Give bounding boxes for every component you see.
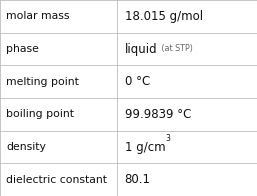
Text: 18.015 g/mol: 18.015 g/mol [125, 10, 203, 23]
Text: 80.1: 80.1 [125, 173, 151, 186]
Text: 1 g/cm: 1 g/cm [125, 141, 165, 153]
Text: molar mass: molar mass [6, 11, 70, 21]
Text: 0 °C: 0 °C [125, 75, 150, 88]
Text: melting point: melting point [6, 77, 79, 87]
Text: 99.9839 °C: 99.9839 °C [125, 108, 191, 121]
Text: phase: phase [6, 44, 39, 54]
Text: density: density [6, 142, 46, 152]
Text: liquid: liquid [125, 43, 157, 55]
Text: dielectric constant: dielectric constant [6, 175, 107, 185]
Text: (at STP): (at STP) [159, 44, 193, 54]
Text: boiling point: boiling point [6, 109, 75, 119]
Text: 3: 3 [166, 134, 171, 143]
